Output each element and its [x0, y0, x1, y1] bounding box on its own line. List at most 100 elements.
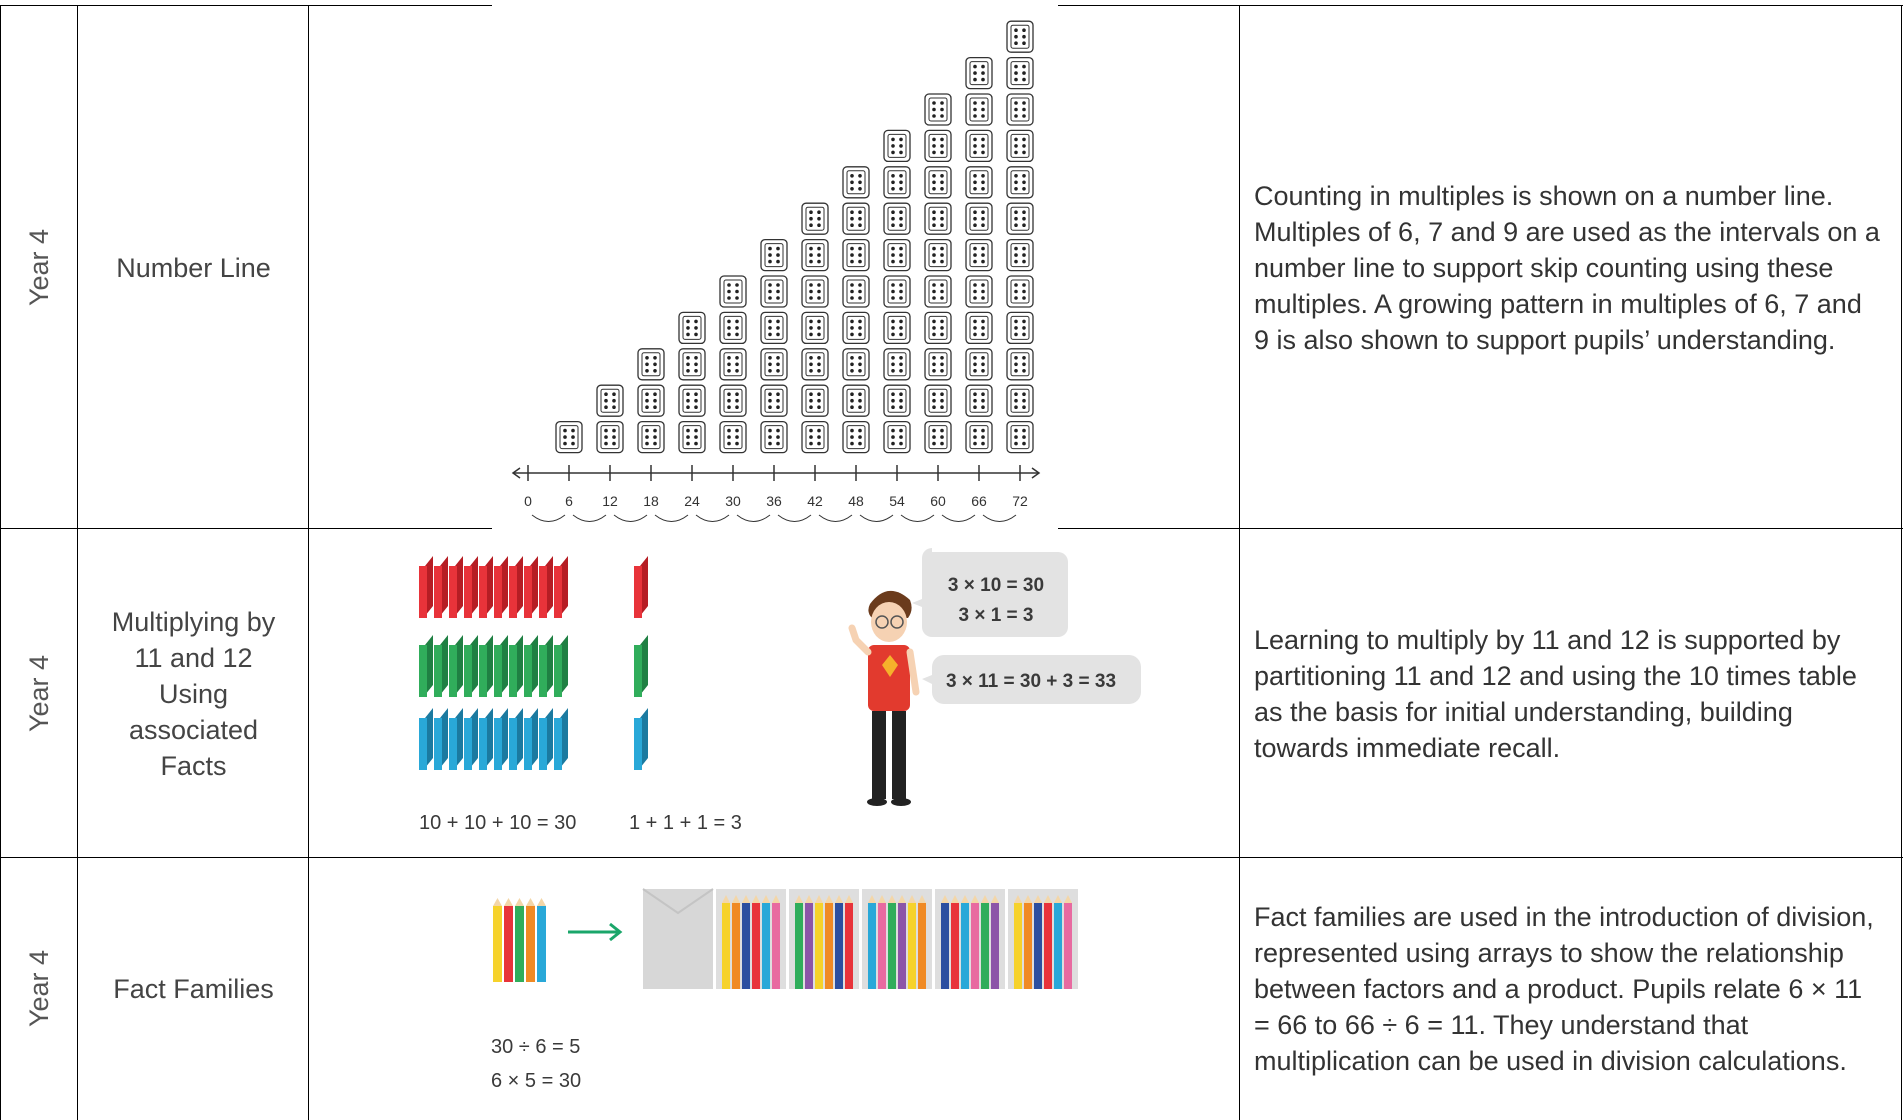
border [77, 5, 78, 1120]
die-dot [653, 428, 657, 433]
die-dot [940, 114, 944, 118]
die-inner [1010, 61, 1030, 86]
die-dot [973, 259, 977, 264]
die-dot [858, 362, 862, 367]
die [965, 275, 993, 308]
hop-arc [654, 514, 689, 522]
die-dot [899, 180, 903, 185]
die-dot [1022, 28, 1026, 32]
die [965, 166, 993, 199]
die-dot [604, 441, 608, 446]
die-dot [858, 296, 862, 300]
die-dot [973, 441, 977, 446]
die-dot [973, 398, 977, 403]
description-cell: Fact families are used in the introducti… [1240, 858, 1901, 1119]
die-dot [899, 187, 903, 191]
die-dot [817, 223, 821, 227]
die-dot [932, 107, 936, 112]
pencil [981, 903, 989, 989]
die-dot [653, 441, 657, 446]
die-dot [981, 223, 985, 227]
die-dot [817, 369, 821, 373]
die-dot [727, 356, 731, 360]
die-face [883, 348, 911, 381]
die-dot [940, 174, 944, 178]
die-dot [981, 71, 985, 75]
die-inner [805, 425, 825, 450]
pencil [515, 906, 524, 982]
die-dot [735, 289, 739, 294]
equation: 3 × 11 = 30 + 3 = 33 [946, 671, 1116, 692]
slab [494, 645, 502, 697]
die-dot [727, 392, 731, 397]
die-dot [932, 319, 936, 324]
die-dot [973, 64, 977, 69]
die-dot [850, 223, 854, 227]
die-dot [1014, 107, 1018, 112]
pencil [835, 903, 843, 989]
die-dot [612, 405, 616, 410]
die-inner [887, 170, 907, 195]
die-dot [1014, 259, 1018, 264]
pencil [537, 906, 546, 982]
die [678, 384, 706, 417]
tick-label: 54 [889, 493, 905, 509]
die-dot [899, 150, 903, 155]
die-dot [727, 283, 731, 287]
equation: 3 × 10 = 30 [948, 575, 1044, 596]
die-face [924, 420, 952, 454]
die-dot [563, 441, 567, 446]
die-dot [1022, 428, 1026, 433]
die [883, 420, 911, 454]
hop-arc [736, 514, 771, 522]
tick-label: 48 [848, 493, 864, 509]
die-dot [940, 107, 944, 112]
die-dot [1022, 369, 1026, 373]
die-dot [973, 150, 977, 155]
die-dot [981, 259, 985, 264]
die-dot [809, 392, 813, 397]
die-dot [940, 101, 944, 105]
die-face [842, 348, 870, 381]
die-dot [612, 435, 616, 439]
die-dot [981, 77, 985, 82]
die [719, 275, 747, 308]
die-dot [973, 114, 977, 118]
die-dot [932, 435, 936, 439]
die-dot [891, 392, 895, 397]
slab [554, 645, 562, 697]
die-inner [928, 97, 948, 122]
die-dot [1014, 362, 1018, 367]
die-dot [768, 405, 772, 410]
pencil-tip [908, 895, 916, 903]
pencil [845, 903, 853, 989]
die-inner [682, 425, 702, 450]
die-face [1006, 166, 1034, 199]
die-inner [887, 243, 907, 268]
die-inner [846, 243, 866, 268]
die-inner [969, 388, 989, 413]
die-dot [604, 392, 608, 397]
die-dot [850, 319, 854, 324]
die-dot [973, 216, 977, 221]
die [883, 311, 911, 345]
die-dot [858, 428, 862, 433]
die-dot [973, 289, 977, 294]
die-dot [1014, 187, 1018, 191]
die [924, 348, 952, 381]
slab [634, 566, 642, 618]
die-dot [653, 356, 657, 360]
die-dot [858, 246, 862, 251]
die-inner [928, 243, 948, 268]
die-dot [1022, 41, 1026, 45]
die [1006, 238, 1034, 272]
pencil-tip [888, 895, 896, 903]
die-dot [735, 428, 739, 433]
die-face [1006, 384, 1034, 417]
tick-label: 72 [1012, 493, 1028, 509]
die-dot [604, 428, 608, 433]
die-dot [891, 369, 895, 373]
die-face [1006, 20, 1034, 53]
die-dot [981, 64, 985, 69]
